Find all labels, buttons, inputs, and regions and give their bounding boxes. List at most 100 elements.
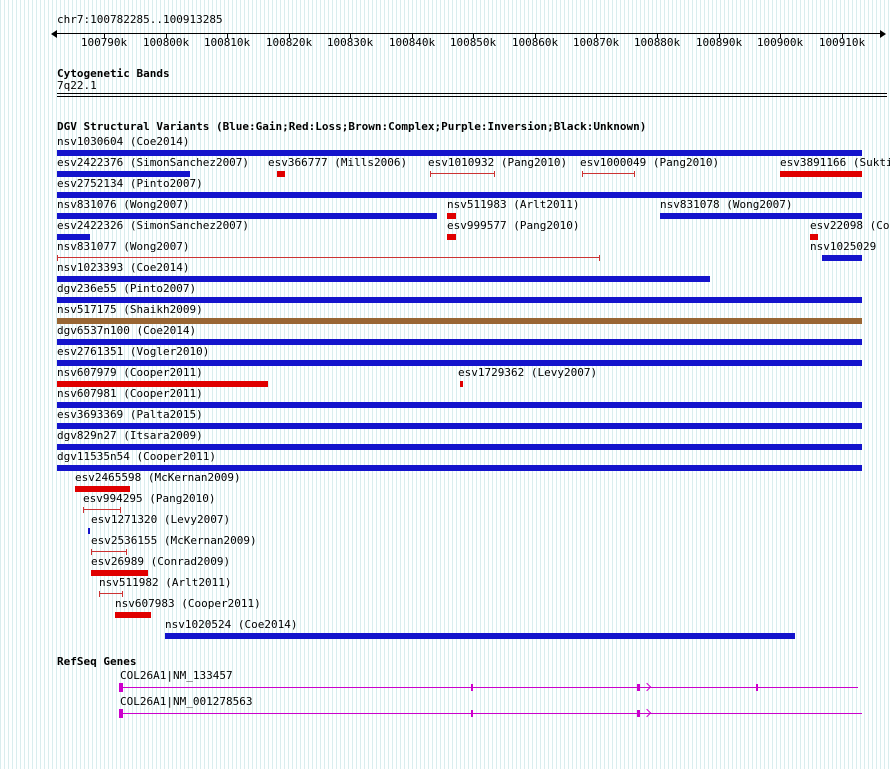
- variant-bar-loss[interactable]: [75, 486, 130, 492]
- thinbar-right-end: [120, 507, 121, 513]
- variant-bar-gain[interactable]: [57, 339, 862, 345]
- variant-bar-loss-thin[interactable]: [582, 171, 635, 177]
- variant-label[interactable]: nsv517175 (Shaikh2009): [57, 303, 203, 316]
- gene-exon[interactable]: [637, 710, 640, 717]
- variant-label[interactable]: esv1729362 (Levy2007): [458, 366, 598, 379]
- variant-bar-loss-thin[interactable]: [91, 549, 127, 555]
- variant-bar-gain[interactable]: [57, 276, 710, 282]
- ruler-tick-label: 100860k: [511, 36, 559, 49]
- variant-label[interactable]: nsv511982 (Arlt2011): [99, 576, 232, 589]
- variant-label[interactable]: nsv1025029: [810, 240, 877, 253]
- region-coordinates: chr7:100782285..100913285: [57, 13, 223, 26]
- variant-bar-loss[interactable]: [447, 234, 456, 240]
- variant-label[interactable]: nsv1030604 (Coe2014): [57, 135, 190, 148]
- ruler-tick: [104, 33, 105, 38]
- variant-label[interactable]: esv2465598 (McKernan2009): [75, 471, 241, 484]
- thinbar-left-end: [582, 171, 583, 177]
- gene-exon[interactable]: [471, 710, 473, 717]
- variant-label[interactable]: esv366777 (Mills2006): [268, 156, 408, 169]
- gene-exon[interactable]: [756, 684, 758, 691]
- gene-line[interactable]: [120, 713, 862, 714]
- variant-label[interactable]: esv3693369 (Palta2015): [57, 408, 203, 421]
- variant-bar-loss-thin[interactable]: [57, 255, 600, 261]
- variant-label[interactable]: esv1271320 (Levy2007): [91, 513, 231, 526]
- variant-bar-loss[interactable]: [115, 612, 151, 618]
- variant-bar-gain[interactable]: [57, 423, 862, 429]
- variant-label[interactable]: esv999577 (Pang2010): [447, 219, 580, 232]
- variant-bar-complex[interactable]: [57, 318, 862, 324]
- variant-label[interactable]: esv2536155 (McKernan2009): [91, 534, 257, 547]
- variant-bar-loss-thin[interactable]: [99, 591, 123, 597]
- variant-bar-loss[interactable]: [460, 381, 463, 387]
- variant-label[interactable]: nsv831078 (Wong2007): [660, 198, 793, 211]
- variant-label[interactable]: esv22098 (Conr: [810, 219, 890, 232]
- ruler-tick-label: 100810k: [203, 36, 251, 49]
- variant-label[interactable]: esv1010932 (Pang2010): [428, 156, 568, 169]
- variant-bar-gain[interactable]: [57, 465, 862, 471]
- variant-bar-gain[interactable]: [165, 633, 795, 639]
- gene-label[interactable]: COL26A1|NM_001278563: [120, 695, 253, 708]
- variant-label[interactable]: nsv1023393 (Coe2014): [57, 261, 190, 274]
- ruler-tick-label: 100910k: [818, 36, 866, 49]
- gene-line[interactable]: [120, 687, 858, 688]
- variant-bar-gain[interactable]: [57, 402, 862, 408]
- ruler-tick-label: 100830k: [326, 36, 374, 49]
- dgv-section-title: DGV Structural Variants (Blue:Gain;Red:L…: [57, 120, 647, 133]
- variant-bar-gain[interactable]: [57, 444, 862, 450]
- gene-exon[interactable]: [119, 709, 123, 718]
- variant-bar-gain[interactable]: [57, 171, 190, 177]
- thinbar-left-end: [83, 507, 84, 513]
- variant-label[interactable]: esv3891166 (Suktith: [780, 156, 890, 169]
- variant-bar-gain[interactable]: [660, 213, 862, 219]
- variant-label[interactable]: esv1000049 (Pang2010): [580, 156, 720, 169]
- variant-label[interactable]: nsv1020524 (Coe2014): [165, 618, 298, 631]
- variant-label[interactable]: nsv831077 (Wong2007): [57, 240, 190, 253]
- variant-label[interactable]: esv2752134 (Pinto2007): [57, 177, 203, 190]
- variant-bar-loss[interactable]: [810, 234, 818, 240]
- separator-line-bottom: [57, 96, 887, 97]
- variant-label[interactable]: dgv236e55 (Pinto2007): [57, 282, 197, 295]
- ruler-axis-line: [57, 33, 880, 34]
- variant-bar-gain[interactable]: [57, 360, 862, 366]
- gene-label[interactable]: COL26A1|NM_133457: [120, 669, 233, 682]
- variant-label[interactable]: esv994295 (Pang2010): [83, 492, 216, 505]
- variant-bar-loss[interactable]: [447, 213, 456, 219]
- variant-label[interactable]: nsv831076 (Wong2007): [57, 198, 190, 211]
- variant-label[interactable]: dgv6537n100 (Coe2014): [57, 324, 197, 337]
- variant-label[interactable]: esv2422326 (SimonSanchez2007): [57, 219, 250, 232]
- variant-label[interactable]: esv2422376 (SimonSanchez2007): [57, 156, 250, 169]
- variant-bar-gain[interactable]: [822, 255, 862, 261]
- variant-bar-gain[interactable]: [57, 297, 862, 303]
- variant-bar-loss-thin[interactable]: [430, 171, 495, 177]
- ruler-tick: [657, 33, 658, 38]
- separator-line-top: [57, 93, 887, 94]
- variant-bar-loss[interactable]: [780, 171, 862, 177]
- variant-bar-loss[interactable]: [57, 381, 268, 387]
- variant-bar-gain[interactable]: [57, 150, 862, 156]
- ruler-tick-label: 100800k: [142, 36, 190, 49]
- variant-label[interactable]: dgv829n27 (Itsara2009): [57, 429, 203, 442]
- variant-bar-gain[interactable]: [57, 192, 862, 198]
- variant-bar-loss-thin[interactable]: [83, 507, 121, 513]
- variant-label[interactable]: dgv11535n54 (Cooper2011): [57, 450, 216, 463]
- variant-bar-gain[interactable]: [88, 528, 90, 534]
- variant-label[interactable]: nsv607983 (Cooper2011): [115, 597, 261, 610]
- ruler-tick-label: 100850k: [449, 36, 497, 49]
- variant-label[interactable]: nsv607979 (Cooper2011): [57, 366, 203, 379]
- refseq-section-title: RefSeq Genes: [57, 655, 137, 668]
- variant-bar-loss[interactable]: [277, 171, 285, 177]
- ruler-tick-label: 100890k: [695, 36, 743, 49]
- variant-label[interactable]: esv2761351 (Vogler2010): [57, 345, 210, 358]
- thinbar-left-end: [91, 549, 92, 555]
- gene-exon[interactable]: [471, 684, 473, 691]
- variant-label[interactable]: esv26989 (Conrad2009): [91, 555, 231, 568]
- gene-exon[interactable]: [637, 684, 640, 691]
- variant-bar-gain[interactable]: [57, 213, 437, 219]
- gene-exon[interactable]: [119, 683, 123, 692]
- thinbar-left-end: [430, 171, 431, 177]
- variant-bar-gain[interactable]: [57, 234, 90, 240]
- ruler-tick: [166, 33, 167, 38]
- variant-label[interactable]: nsv511983 (Arlt2011): [447, 198, 580, 211]
- variant-label[interactable]: nsv607981 (Cooper2011): [57, 387, 203, 400]
- variant-bar-loss[interactable]: [91, 570, 148, 576]
